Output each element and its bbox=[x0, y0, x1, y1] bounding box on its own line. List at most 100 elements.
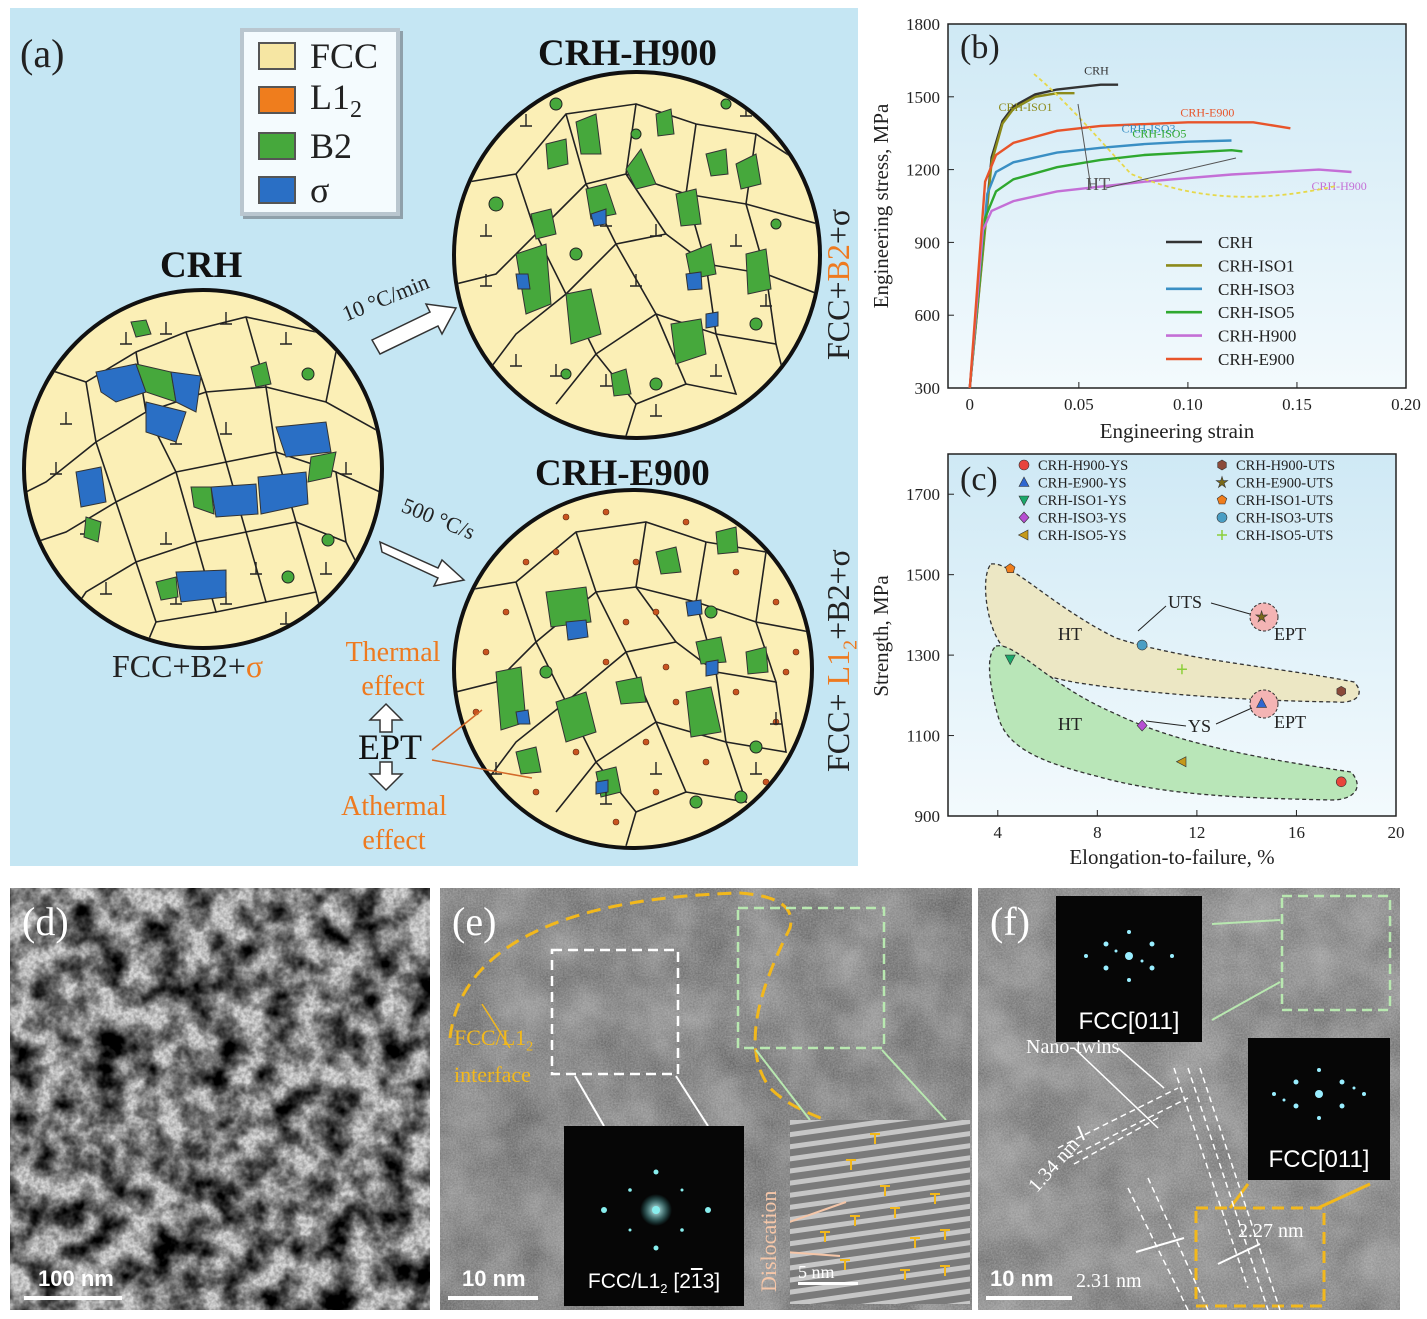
c-xtick-label: 8 bbox=[1093, 823, 1102, 842]
c-legend-marker bbox=[1216, 494, 1228, 505]
f-fft-bottom-spots bbox=[1272, 1068, 1366, 1120]
c-legend-marker bbox=[1017, 529, 1029, 541]
b-legend-label: CRH bbox=[1218, 233, 1253, 252]
c-legend-marker bbox=[1018, 495, 1030, 507]
c-ytick-label: 1700 bbox=[906, 485, 940, 504]
f-yellow-roi bbox=[1194, 1206, 1326, 1308]
c-ht-top: HT bbox=[1058, 624, 1082, 644]
c-legend-label: CRH-ISO3-UTS bbox=[1236, 511, 1333, 527]
crh-phase-label: FCC+B2+σ bbox=[112, 648, 263, 685]
h900-title: CRH-H900 bbox=[538, 33, 717, 74]
b-curve-annotation: CRH bbox=[1084, 64, 1109, 78]
l12-swatch bbox=[258, 86, 296, 114]
legend-label-fcc: FCC bbox=[310, 36, 379, 76]
f-fft-top-spots bbox=[1084, 930, 1174, 982]
c-ytick-label: 1500 bbox=[906, 566, 940, 585]
b-curve-annotation: CRH-ISO1 bbox=[998, 100, 1052, 114]
e-dislocation-label: Dislocation bbox=[756, 1190, 781, 1292]
c-data-point bbox=[1136, 719, 1148, 732]
e-fft-label-text: FCC/L1 bbox=[587, 1270, 661, 1293]
b-ytick-label: 1500 bbox=[906, 88, 940, 107]
e-scalebar bbox=[448, 1296, 538, 1300]
e-fft-zone: [2 bbox=[673, 1270, 691, 1293]
c-xtick-label: 4 bbox=[994, 823, 1003, 842]
c-legend-marker bbox=[1018, 511, 1030, 524]
h900-phase-c: +σ bbox=[820, 208, 856, 245]
c-legend-label: CRH-ISO1-YS bbox=[1038, 493, 1127, 509]
e-fft-label-sub: 2 bbox=[660, 1281, 668, 1297]
e-fft-zone-end: 3] bbox=[702, 1270, 721, 1293]
c-legend-marker bbox=[1018, 476, 1030, 487]
panel-f-overlays bbox=[1057, 894, 1392, 1310]
c-legend-label: CRH-H900-UTS bbox=[1236, 458, 1335, 474]
c-legend-label: CRH-H900-YS bbox=[1038, 458, 1128, 474]
f-fft-top-label: FCC[011] bbox=[1078, 1008, 1180, 1035]
b-series-line bbox=[968, 168, 1352, 389]
e-dislocation-marks bbox=[820, 1133, 950, 1280]
h900-phase-b2: B2 bbox=[820, 244, 856, 282]
crh-phase-sigma: σ bbox=[245, 648, 264, 684]
ys-pointer-right bbox=[1215, 707, 1253, 725]
c-legend-marker bbox=[1216, 512, 1228, 523]
c-legend-marker bbox=[1217, 459, 1227, 471]
c-data-point bbox=[1254, 609, 1269, 623]
b-xtick-label: 0.05 bbox=[1064, 395, 1094, 414]
f-twin-lines bbox=[1057, 1067, 1281, 1310]
c-ht-bottom: HT bbox=[1058, 714, 1082, 734]
e-inset-scalebar bbox=[798, 1282, 858, 1285]
b2-swatch bbox=[258, 132, 296, 160]
b-curve-annotation: CRH-ISO3 bbox=[1122, 121, 1176, 135]
ys-region bbox=[988, 645, 1358, 801]
c-ylabel: Strength, MPa bbox=[869, 575, 893, 697]
sigma-swatch bbox=[258, 176, 296, 204]
b-ytick-label: 900 bbox=[915, 233, 941, 252]
c-ytick-label: 900 bbox=[915, 807, 941, 826]
b-xtick-label: 0.10 bbox=[1173, 395, 1203, 414]
e-interface-sub: 2 bbox=[526, 1039, 534, 1055]
e-scale-text: 10 nm bbox=[462, 1266, 526, 1291]
e900-phase-a: FCC+ bbox=[820, 685, 856, 772]
b-legend-label: CRH-H900 bbox=[1218, 327, 1296, 346]
b-legend-label: CRH-ISO1 bbox=[1218, 256, 1295, 275]
ht-trend-line bbox=[1033, 73, 1337, 198]
crh-microstructure bbox=[22, 288, 384, 650]
b-ytick-label: 1200 bbox=[906, 161, 940, 180]
c-data-point bbox=[1005, 563, 1016, 573]
c-legend-label: CRH-E900-YS bbox=[1038, 476, 1127, 492]
legend-label-l12: L1 bbox=[310, 76, 350, 117]
e-green-roi bbox=[736, 906, 886, 1050]
panel-c-label: (c) bbox=[960, 461, 998, 498]
c-xtick-label: 12 bbox=[1188, 823, 1205, 842]
e900-phase-label: FCC+ L12+B2+σ bbox=[820, 549, 862, 772]
b-xtick-label: 0.20 bbox=[1391, 395, 1421, 414]
uts-pointer-left bbox=[1137, 605, 1167, 632]
panel-b-label: (b) bbox=[960, 29, 1000, 66]
plot-area-b bbox=[947, 23, 1407, 389]
e-interface-label: FCC/L12 interface bbox=[454, 1024, 533, 1089]
crh-phase-text: FCC+B2+ bbox=[112, 648, 246, 684]
d-scalebar bbox=[24, 1296, 122, 1300]
c-legend-label: CRH-ISO3-YS bbox=[1038, 511, 1127, 527]
c-legend-marker bbox=[1018, 459, 1030, 471]
e-interface-text2: interface bbox=[454, 1062, 531, 1088]
b-ytick-label: 600 bbox=[915, 306, 941, 325]
f-scale-text: 10 nm bbox=[990, 1266, 1054, 1291]
c-legend-label: CRH-ISO1-UTS bbox=[1236, 493, 1333, 509]
strength-elongation-chart: 900 1100 1300 1500 1700 4 8 12 16 20 (c) Elongat… bbox=[869, 453, 1405, 869]
c-legend-label: CRH-ISO5-YS bbox=[1038, 528, 1127, 544]
c-data-point bbox=[1004, 654, 1016, 666]
c-data-point bbox=[1175, 756, 1187, 768]
thermal-text: Thermal bbox=[345, 637, 441, 668]
f-scalebar bbox=[986, 1296, 1072, 1300]
e900-phase-c: +B2+σ bbox=[820, 549, 856, 640]
h900-microstructure bbox=[452, 70, 822, 440]
c-ytick-label: 1100 bbox=[907, 727, 940, 746]
c-data-point bbox=[1136, 639, 1148, 651]
legend-item-sigma: σ bbox=[258, 170, 329, 210]
b-ytick-label: 300 bbox=[915, 379, 941, 398]
f-fft-top-inset: FCC[011] bbox=[1056, 896, 1202, 1042]
panel-a-label: (a) bbox=[20, 31, 65, 76]
panel-d-tem-image bbox=[10, 888, 430, 1310]
c-ept-top: EPT bbox=[1274, 624, 1306, 644]
